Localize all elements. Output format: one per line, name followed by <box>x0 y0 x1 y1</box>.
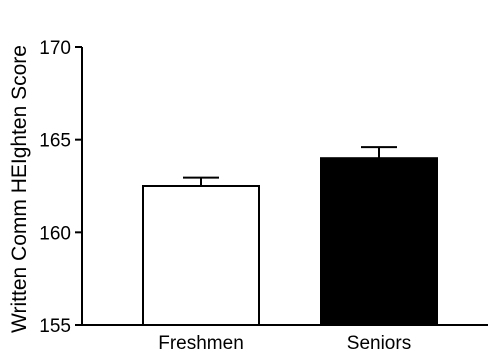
x-axis-labels: Freshmen Seniors <box>158 333 411 354</box>
y-tick-label: 160 <box>39 223 71 244</box>
y-tick-label: 170 <box>39 38 71 59</box>
y-tick-label: 165 <box>39 131 71 152</box>
y-axis-ticks: 155 160 165 170 <box>39 38 82 337</box>
x-category-label: Seniors <box>347 333 411 354</box>
y-tick-label: 155 <box>39 316 71 337</box>
y-axis-title: Written Comm HEIghten Score <box>8 45 31 333</box>
bar-freshmen <box>142 185 260 326</box>
bar-seniors <box>320 157 438 326</box>
x-category-label: Freshmen <box>158 333 244 354</box>
bars <box>142 146 438 326</box>
